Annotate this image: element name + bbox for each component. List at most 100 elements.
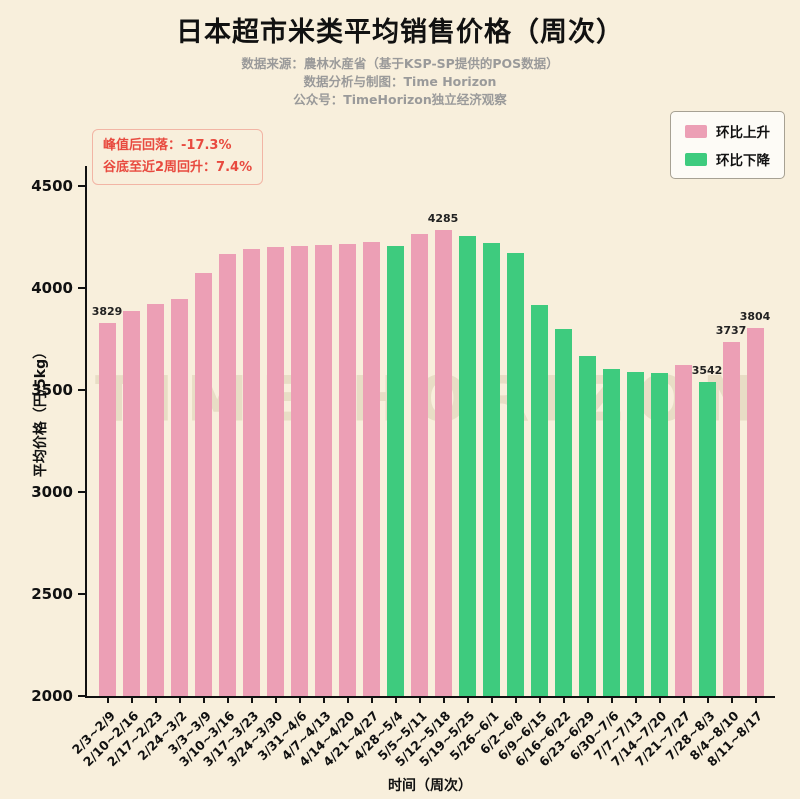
bar-slot: 4/14~4/20 xyxy=(296,166,359,769)
bar-up xyxy=(218,253,236,696)
x-tick-mark xyxy=(347,698,349,703)
bar-slot: 7/21~7/27 xyxy=(632,166,695,769)
y-tick-label: 4000 xyxy=(31,279,73,298)
bar-up xyxy=(122,310,140,696)
bar-slot: 3/17~3/23 xyxy=(200,166,263,769)
bar-slot: 3829 2/3~2/9 xyxy=(69,166,123,757)
chart-area: 环比上升 环比下降 峰值后回落：-17.3% 谷底至近2周回升：7.4% 平均价… xyxy=(0,111,800,799)
legend-swatch-up-icon xyxy=(685,124,707,138)
x-tick-mark xyxy=(707,698,709,703)
bar-value-label: 4285 xyxy=(427,212,459,226)
bar-up xyxy=(434,230,452,696)
subtitle-source: 数据来源：農林水産省（基于KSP-SP提供的POS数据） xyxy=(241,56,559,71)
bar-slot: 3/31~4/6 xyxy=(254,166,311,763)
x-tick-mark xyxy=(371,698,373,703)
bar-up xyxy=(362,241,380,696)
bar-up xyxy=(410,233,428,696)
bar-down xyxy=(626,371,644,696)
bar-up xyxy=(338,243,356,696)
bar-up xyxy=(722,341,740,696)
x-tick-mark xyxy=(659,698,661,703)
x-tick-mark xyxy=(539,698,541,703)
bar-down xyxy=(650,372,668,696)
x-tick-mark xyxy=(611,698,613,703)
annotation-line-rebound: 谷底至近2周回升：7.4% xyxy=(103,160,253,176)
bar-up xyxy=(290,245,308,696)
x-tick-mark xyxy=(731,698,733,703)
y-tick-mark xyxy=(78,491,85,494)
bar-value-label: 3829 xyxy=(91,305,123,319)
bar-slot: 3804 8/11~8/17 xyxy=(704,166,770,769)
x-axis-title: 时间（周次） xyxy=(388,778,472,794)
bar-slot: 4285 5/12~5/18 xyxy=(392,166,458,769)
bar-slot: 3/24~3/30 xyxy=(224,166,287,769)
bar-slot: 3737 8/4~8/10 xyxy=(686,166,746,763)
x-tick-mark xyxy=(755,698,757,703)
y-tick-mark xyxy=(78,185,85,188)
bar-down xyxy=(506,252,524,696)
y-tick-label: 3500 xyxy=(31,381,73,400)
bar-up xyxy=(242,248,260,696)
x-tick-mark xyxy=(515,698,517,703)
subtitle-block: 数据来源：農林水産省（基于KSP-SP提供的POS数据） 数据分析与制图：Tim… xyxy=(0,55,800,109)
bar-slot: 2/17~2/23 xyxy=(104,166,167,769)
annotation-line-peak-drop: 峰值后回落：-17.3% xyxy=(103,138,232,153)
bar-up xyxy=(746,328,764,696)
x-tick-mark xyxy=(251,698,253,703)
y-tick-label: 4500 xyxy=(31,177,73,196)
legend-swatch-down-icon xyxy=(685,152,707,166)
x-tick-mark xyxy=(179,698,181,703)
x-tick-mark xyxy=(131,698,133,703)
bar-slot: 6/16~6/22 xyxy=(512,166,575,769)
bar-slot: 6/23~6/29 xyxy=(536,166,599,769)
page-title: 日本超市米类平均销售价格（周次） xyxy=(176,17,624,48)
x-tick-mark xyxy=(203,698,205,703)
bar-slot: 3/3~3/9 xyxy=(165,166,215,757)
subtitle-analysis: 数据分析与制图：Time Horizon xyxy=(303,74,497,89)
x-tick-mark xyxy=(107,698,109,703)
y-tick-mark xyxy=(78,695,85,697)
bar-slot: 5/5~5/11 xyxy=(374,166,431,763)
bar-up xyxy=(314,245,332,696)
bar-slot: 6/9~6/15 xyxy=(494,166,551,763)
bar-slot: 3542 7/28~8/3 xyxy=(662,166,722,764)
plot-area: TIME HORIZON 2000 2500 3000 3500 4000 4500 382… xyxy=(31,166,775,769)
x-tick-mark xyxy=(323,698,325,703)
bar-down xyxy=(554,329,572,696)
legend: 环比上升 环比下降 xyxy=(670,111,785,179)
subtitle-account: 公众号：TimeHorizon独立经济观察 xyxy=(293,92,507,107)
bar-slot: 6/2~6/8 xyxy=(477,166,527,757)
legend-label-down: 环比下降 xyxy=(716,153,770,169)
y-tick-mark xyxy=(78,389,85,392)
bar-down xyxy=(602,368,620,696)
bar-down xyxy=(482,243,500,696)
y-tick-label: 3000 xyxy=(31,483,73,502)
bar-slot: 4/28~5/4 xyxy=(350,166,407,763)
bar-down xyxy=(386,245,404,696)
legend-item-down: 环比下降 xyxy=(685,149,770,169)
x-tick-mark xyxy=(563,698,565,703)
bar-slot: 7/14~7/20 xyxy=(608,166,671,769)
x-tick-mark xyxy=(587,698,589,703)
x-tick-mark xyxy=(275,698,277,703)
x-tick-mark xyxy=(635,698,637,703)
bar-slot: 6/30~7/6 xyxy=(566,166,623,763)
x-tick-mark xyxy=(155,698,157,703)
bar-slot: 4/21~4/27 xyxy=(320,166,383,769)
bar-slot: 3/10~3/16 xyxy=(176,166,239,769)
bar-slot: 5/26~6/1 xyxy=(446,166,503,763)
x-tick-mark xyxy=(395,698,397,703)
x-tick-mark xyxy=(299,698,301,703)
bar-value-label: 3804 xyxy=(739,310,771,324)
bar-value-label: 3737 xyxy=(715,323,747,337)
bar-down xyxy=(578,355,596,696)
legend-item-up: 环比上升 xyxy=(685,121,770,141)
y-tick-label: 2000 xyxy=(31,687,73,705)
y-tick-mark xyxy=(78,287,85,290)
y-axis-title: 平均价格（円/5kg） xyxy=(33,344,49,478)
y-tick-label: 2500 xyxy=(31,585,73,604)
x-tick-mark xyxy=(491,698,493,703)
bar-down xyxy=(458,235,476,696)
x-tick-mark xyxy=(443,698,445,703)
bar-up xyxy=(266,246,284,696)
